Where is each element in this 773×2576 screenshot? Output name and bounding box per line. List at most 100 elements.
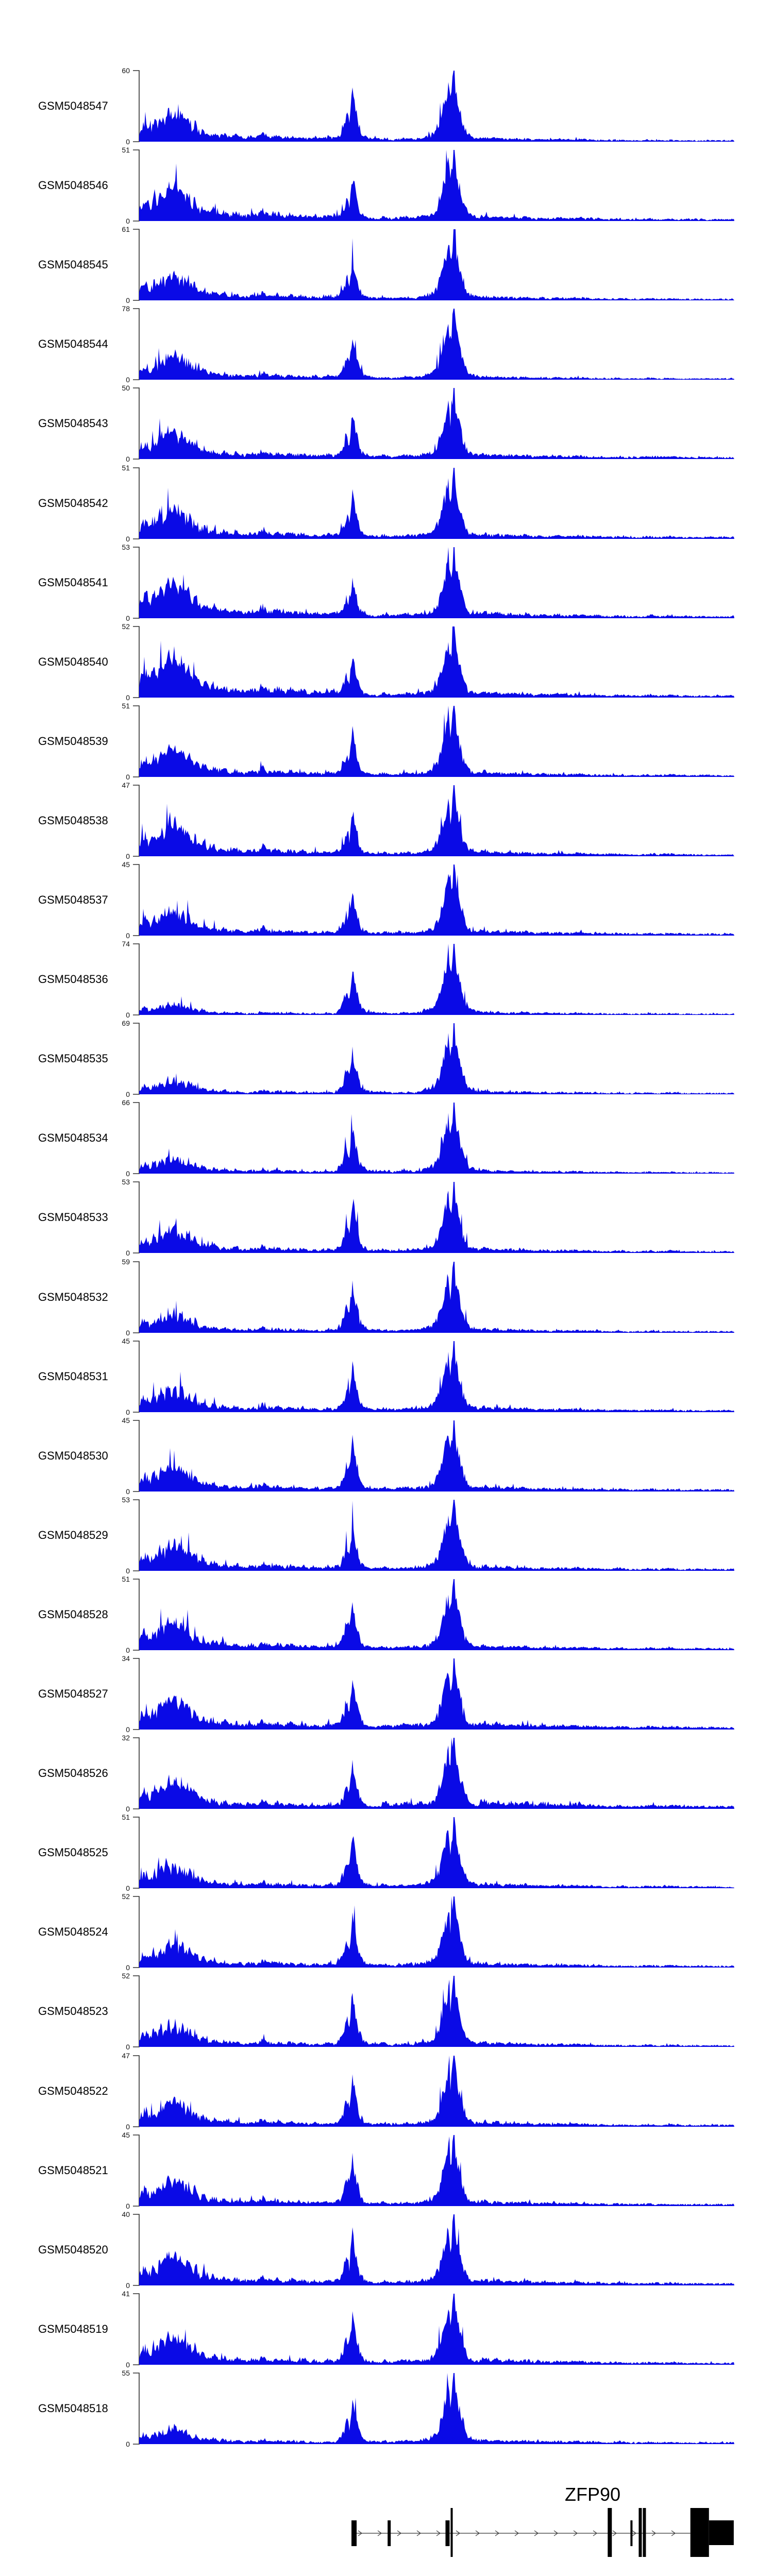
track-plot <box>133 1579 734 1651</box>
track-row: GSM5048540 52 0 <box>0 623 773 706</box>
axis-zero-label: 0 <box>126 1884 130 1892</box>
track-sample-label: GSM5048519 <box>38 2323 108 2335</box>
strand-arrow-icon <box>475 2530 480 2536</box>
coverage-signal-area <box>139 1500 734 1571</box>
track-sample-label: GSM5048542 <box>38 497 108 510</box>
track-plot <box>133 547 734 619</box>
y-axis-spine <box>133 2214 140 2286</box>
axis-zero-label: 0 <box>126 1567 130 1575</box>
track-sample-label: GSM5048547 <box>38 99 108 112</box>
track-plot <box>133 2293 734 2365</box>
strand-arrow-icon <box>593 2530 598 2536</box>
axis-zero-label: 0 <box>126 931 130 940</box>
track-plot <box>133 1817 734 1889</box>
track-row: GSM5048524 52 0 <box>0 1892 773 1976</box>
axis-max-label: 52 <box>122 1892 130 1901</box>
y-axis-spine <box>133 467 140 539</box>
track-sample-label: GSM5048521 <box>38 2164 108 2177</box>
track-row: GSM5048520 40 0 <box>0 2211 773 2294</box>
strand-arrow-icon <box>651 2530 657 2536</box>
axis-zero-label: 0 <box>126 1646 130 1654</box>
axis-zero-label: 0 <box>126 1090 130 1098</box>
track-row: GSM5048536 74 0 <box>0 940 773 1023</box>
track-plot <box>133 626 734 698</box>
axis-zero-label: 0 <box>126 1011 130 1019</box>
axis-zero-label: 0 <box>126 138 130 146</box>
coverage-signal-area <box>139 1023 734 1094</box>
track-sample-label: GSM5048520 <box>38 2243 108 2256</box>
axis-max-label: 60 <box>122 66 130 75</box>
axis-max-label: 55 <box>122 2369 130 2377</box>
y-axis-spine <box>133 1181 140 1253</box>
track-row: GSM5048542 51 0 <box>0 464 773 547</box>
track-plot <box>133 387 734 460</box>
strand-arrow-icon <box>534 2530 539 2536</box>
track-plot <box>133 229 734 301</box>
coverage-signal-area <box>139 1896 734 1968</box>
axis-zero-label: 0 <box>126 1805 130 1813</box>
track-row: GSM5048518 55 0 <box>0 2369 773 2452</box>
axis-max-label: 47 <box>122 781 130 789</box>
track-plot <box>133 943 734 1015</box>
axis-zero-label: 0 <box>126 852 130 860</box>
track-plot <box>133 1261 734 1333</box>
track-sample-label: GSM5048528 <box>38 1608 108 1621</box>
coverage-signal-area <box>139 1341 734 1412</box>
axis-max-label: 50 <box>122 384 130 392</box>
strand-arrow-icon <box>553 2530 559 2536</box>
axis-max-label: 45 <box>122 1416 130 1425</box>
coverage-signal-area <box>139 944 734 1015</box>
track-row: GSM5048541 53 0 <box>0 544 773 626</box>
strand-arrow-icon <box>358 2530 363 2536</box>
track-sample-label: GSM5048540 <box>38 655 108 668</box>
axis-zero-label: 0 <box>126 614 130 622</box>
gene-name-label: ZFP90 <box>564 2484 621 2505</box>
track-row: GSM5048539 51 0 <box>0 702 773 785</box>
y-axis-spine <box>133 2134 140 2207</box>
track-plot <box>133 1420 734 1492</box>
coverage-signal-area <box>139 2294 734 2365</box>
exon-box <box>351 2520 357 2546</box>
coverage-signal-area <box>139 2214 734 2285</box>
track-sample-label: GSM5048543 <box>38 417 108 430</box>
track-row: GSM5048519 41 0 <box>0 2290 773 2373</box>
track-sample-label: GSM5048544 <box>38 337 108 350</box>
axis-zero-label: 0 <box>126 2281 130 2290</box>
track-plot <box>133 70 734 142</box>
axis-max-label: 41 <box>122 2290 130 2298</box>
coverage-signal-area <box>139 1420 734 1492</box>
coverage-signal-area <box>139 1658 734 1730</box>
tall-exon-box <box>643 2508 646 2557</box>
track-row: GSM5048545 61 0 <box>0 225 773 309</box>
track-row: GSM5048537 45 0 <box>0 861 773 944</box>
track-plot <box>133 1737 734 1809</box>
y-axis-spine <box>133 1023 140 1095</box>
axis-max-label: 45 <box>122 2131 130 2139</box>
y-axis-spine <box>133 1896 140 1968</box>
track-plot <box>133 1896 734 1968</box>
axis-max-label: 51 <box>122 1813 130 1821</box>
coverage-signal-area <box>139 2373 734 2444</box>
axis-max-label: 47 <box>122 2052 130 2060</box>
y-axis-spine <box>133 1341 140 1413</box>
axis-zero-label: 0 <box>126 1725 130 1734</box>
axis-zero-label: 0 <box>126 1408 130 1416</box>
y-axis-spine <box>133 70 140 142</box>
exon-box <box>445 2520 450 2546</box>
axis-zero-label: 0 <box>126 2440 130 2448</box>
track-plot <box>133 1181 734 1253</box>
coverage-signal-area <box>139 150 734 221</box>
coverage-signal-area <box>139 547 734 618</box>
axis-max-label: 61 <box>122 225 130 233</box>
track-row: GSM5048530 45 0 <box>0 1416 773 1500</box>
y-axis-spine <box>133 2055 140 2127</box>
axis-max-label: 32 <box>122 1734 130 1742</box>
axis-max-label: 51 <box>122 464 130 472</box>
track-plot <box>133 1975 734 2047</box>
gene-model <box>351 2508 734 2557</box>
track-row: GSM5048532 59 0 <box>0 1258 773 1341</box>
axis-zero-label: 0 <box>126 376 130 384</box>
axis-zero-label: 0 <box>126 2043 130 2051</box>
coverage-signal-area <box>139 706 734 777</box>
y-axis-spine <box>133 626 140 698</box>
